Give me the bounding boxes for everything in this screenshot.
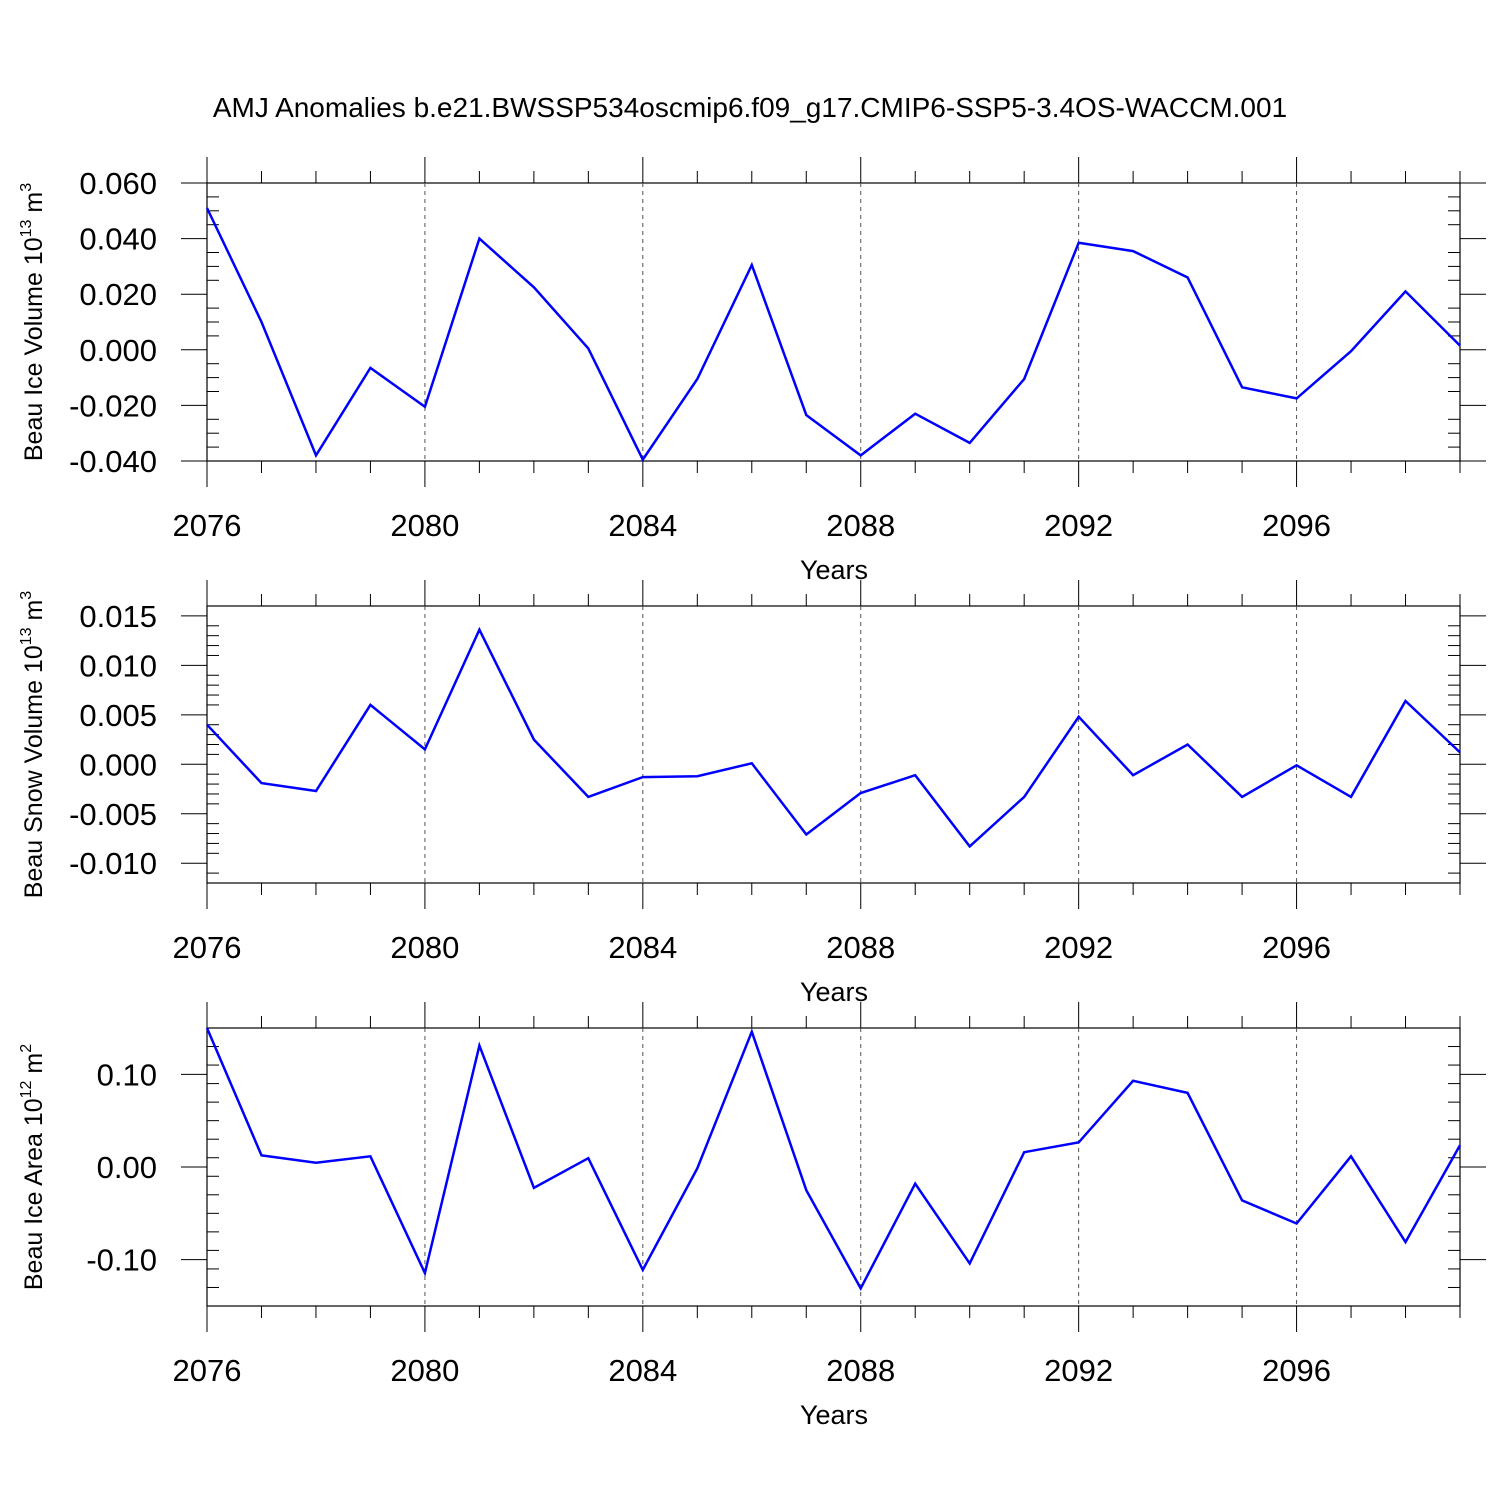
series-line [206,626,1461,849]
x-tick-label: 2092 [1044,508,1113,543]
y-tick-label: -0.10 [86,1243,157,1278]
series-line [205,207,1461,463]
x-tick-label: 2080 [390,1353,459,1388]
x-axis-label: Years [800,1400,868,1430]
x-tick-label: 2084 [608,930,677,965]
plot-frame [206,1027,1461,1307]
y-tick-label: 0.015 [79,599,157,634]
x-axis-label: Years [800,977,868,1007]
panel-1: 2076 2080 2084 2088 2092 2096 Years -0.040 -0.02… [18,157,1486,585]
chart-title: AMJ Anomalies b.e21.BWSSP534oscmip6.f09_… [212,92,1288,123]
y-axis-label: Beau Snow Volume 1013 m3 [18,591,48,899]
y-tick-label: 0.000 [79,747,157,782]
y-tick-label: 0.010 [79,648,157,683]
y-tick-label: -0.040 [69,444,157,479]
x-tick-label: 2096 [1262,1353,1331,1388]
y-tick-label: 0.060 [79,166,157,201]
y-tick-label: 0.020 [79,277,157,312]
panel-3: 2076 2080 2084 2088 2092 2096 Years -0.10 0.00 0.… [18,1002,1486,1430]
panel-2: 2076 2080 2084 2088 2092 2096 Years -0.010 -0.00… [18,580,1486,1007]
x-tick-label: 2080 [390,508,459,543]
y-tick-label: 0.040 [79,222,157,257]
x-tick-label: 2096 [1262,930,1331,965]
x-tick-label: 2092 [1044,930,1113,965]
y-tick-label: -0.020 [69,388,157,423]
y-tick-label: 0.10 [97,1057,157,1092]
y-tick-label: -0.010 [69,846,157,881]
x-tick-label: 2076 [173,508,242,543]
x-axis-label: Years [800,555,868,585]
x-tick-label: 2080 [390,930,459,965]
x-tick-label: 2076 [173,1353,242,1388]
plot-frame [206,182,1461,462]
x-tick-label: 2088 [826,1353,895,1388]
x-tick-label: 2084 [608,508,677,543]
y-axis-label: Beau Ice Area 1012 m2 [18,1044,48,1290]
series-line [205,1027,1462,1292]
x-tick-label: 2092 [1044,1353,1113,1388]
x-tick-label: 2084 [608,1353,677,1388]
y-axis-label: Beau Ice Volume 1013 m3 [18,183,48,461]
y-tick-label: 0.00 [97,1150,157,1185]
y-tick-label: 0.000 [79,333,157,368]
x-tick-label: 2076 [173,930,242,965]
x-tick-label: 2088 [826,508,895,543]
plot-frame [206,605,1461,884]
x-tick-label: 2096 [1262,508,1331,543]
y-tick-label: -0.005 [69,797,157,832]
y-tick-label: 0.005 [79,698,157,733]
x-tick-label: 2088 [826,930,895,965]
